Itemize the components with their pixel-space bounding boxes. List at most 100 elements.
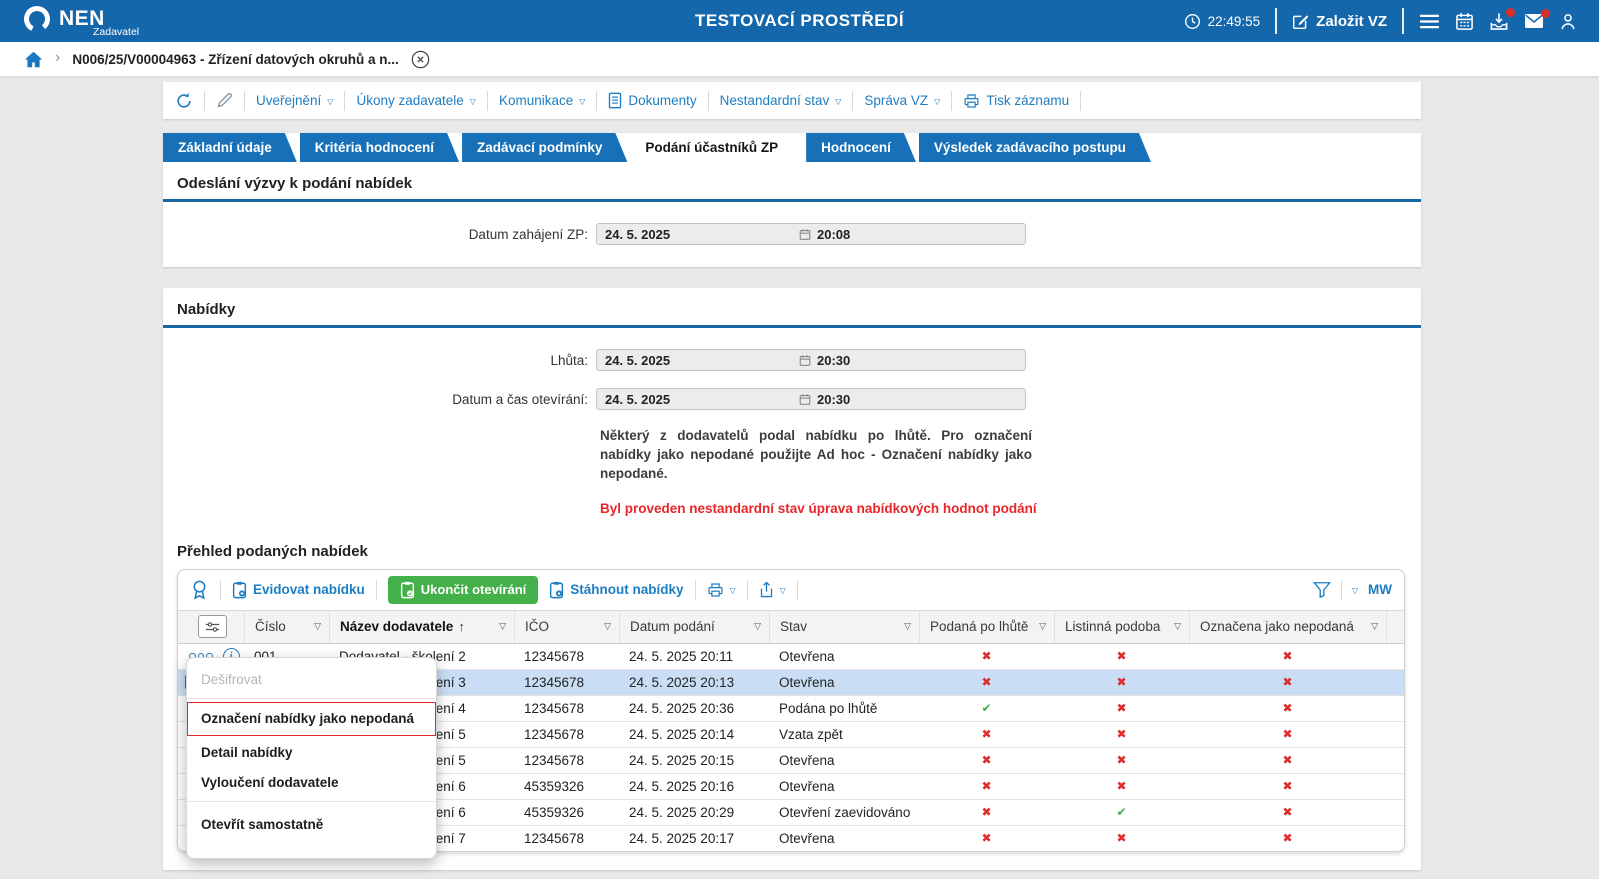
filter-icon[interactable] [1312,581,1331,599]
menu-item-otevrit-samostatne[interactable]: Otevřít samostatně [201,817,324,832]
export-menu-button[interactable]: ▽ [759,581,786,598]
cell-marked-flag: ✖ [1282,779,1293,794]
session-clock: 22:49:55 [1184,13,1261,30]
tab[interactable]: Kritéria hodnocení [300,133,459,162]
column-header-stav[interactable]: Stav ▽ [769,610,919,643]
menu-dokumenty[interactable]: Dokumenty [608,92,697,109]
pencil-icon[interactable] [216,92,233,109]
filter-caret-icon[interactable]: ▽ [904,621,911,632]
cell-late-flag: ✖ [981,805,992,820]
menu-divider [187,698,436,699]
cell-marked-flag: ✖ [1282,675,1293,690]
column-header-cislo[interactable]: Číslo ▽ [244,610,329,643]
breadcrumb: › N006/25/V00004963 - Zřízení datových o… [0,42,1599,76]
divider [244,90,245,111]
column-header-filler [1386,610,1404,643]
cell-paper-flag: ✖ [1116,675,1127,690]
filter-caret-icon[interactable]: ▽ [1174,621,1181,632]
nonstandard-state-alert: Byl proveden nestandardní stav úprava na… [600,500,1037,516]
divider [486,90,488,111]
filter-caret-icon[interactable]: ▽ [754,621,761,632]
divider [746,579,748,600]
tab[interactable]: Podání účastníků ZP [630,133,803,162]
cell-marked-flag: ✖ [1282,805,1293,820]
messages-button[interactable] [1524,9,1550,29]
cell-ico: 12345678 [524,700,585,716]
cell-status: Otevřena [779,674,835,690]
divider [1080,90,1082,111]
calendar-icon [1456,12,1473,30]
field-label: Datum a čas otevírání: [452,391,588,407]
cell-ico: 12345678 [524,674,585,690]
print-menu-button[interactable]: ▽ [707,582,736,598]
clipboard-check-icon [400,581,414,599]
filter-caret-icon[interactable]: ▽ [314,621,321,632]
start-datetime-input[interactable]: 24. 5. 2025 20:08 [596,223,1026,245]
user-view-tag[interactable]: MW [1368,582,1392,598]
cell-late-flag: ✖ [981,753,992,768]
nen-logo[interactable]: NEN Zadavatel [22,4,139,38]
tab[interactable]: Hodnocení [806,133,916,162]
cell-submitted: 24. 5. 2025 20:13 [629,674,735,690]
menu-sprava-vz[interactable]: Správa VZ ▽ [864,93,941,108]
divider [344,90,346,111]
tab[interactable]: Zadávací podmínky [462,133,627,162]
column-header-oznacena-jako-nepodana[interactable]: Označena jako nepodaná ▽ [1189,610,1386,643]
download-offers-button[interactable]: Stáhnout nabídky [549,581,684,599]
register-offer-button[interactable]: Evidovat nabídku [232,581,365,599]
main-menu-button[interactable] [1419,14,1440,29]
column-settings-icon[interactable] [197,615,227,639]
filter-caret-icon[interactable]: ▽ [1371,621,1378,632]
deadline-datetime-input[interactable]: 24. 5. 2025 20:30 [596,349,1026,371]
column-header-datum-podani[interactable]: Datum podání ▽ [619,610,769,643]
filter-caret-icon[interactable]: ▽ [499,621,506,632]
clipboard-plus-icon [232,581,247,599]
nen-logo-icon [24,6,50,33]
session-time: 22:49:55 [1207,13,1261,29]
menu-item-detail-nabidky[interactable]: Detail nabídky [201,745,293,760]
chevron-down-icon[interactable]: ▽ [1351,585,1358,595]
filter-caret-icon[interactable]: ▽ [604,621,611,632]
downloads-inbox-button[interactable] [1489,7,1515,31]
menu-item-vylouceni-dodavatele[interactable]: Vyloučení dodavatele [201,775,339,790]
column-header-ico[interactable]: IČO ▽ [514,610,619,643]
column-chooser-cell[interactable] [178,611,244,643]
section-title: Nabídky [177,301,236,318]
breadcrumb-item[interactable]: N006/25/V00004963 - Zřízení datových okr… [72,51,399,67]
menu-item-oznaceni-nabidky-jako-nepodana[interactable]: Označení nabídky jako nepodaná [187,702,436,736]
home-icon[interactable] [24,51,43,68]
chevron-down-icon: ▽ [729,585,736,595]
filter-caret-icon[interactable]: ▽ [1039,621,1046,632]
section-rule [163,199,1421,202]
offers-table-toolbar: Evidovat nabídku Ukončit otevírání [178,570,1404,610]
cell-late-flag: ✖ [981,831,992,846]
column-header-nazev-dodavatele[interactable]: Název dodavatele ↑ ▽ [329,610,514,643]
create-vz-button[interactable]: Založit VZ [1292,13,1387,30]
menu-tisk-zaznamu[interactable]: Tisk záznamu [963,93,1069,109]
late-bid-notice: Některý z dodavatelů podal nabídku po lh… [600,428,1032,481]
opening-datetime-input[interactable]: 24. 5. 2025 20:30 [596,388,1026,410]
user-profile-button[interactable] [1559,12,1577,31]
hamburger-icon [1420,14,1439,28]
cell-marked-flag: ✖ [1282,727,1293,742]
menu-uverejneni[interactable]: Uveřejnění ▽ [256,93,334,108]
menu-komunikace[interactable]: Komunikace ▽ [498,93,586,108]
offers-table-title: Přehled podaných nabídek [177,542,368,560]
menu-nestandardni-stav[interactable]: Nestandardní stav ▽ [719,93,842,108]
close-tab-icon[interactable] [411,50,430,69]
tab[interactable]: Výsledek zadávacího postupu [919,133,1151,162]
divider [375,579,377,600]
menu-ukony-zadavatele[interactable]: Úkony zadavatele ▽ [356,93,476,108]
finish-opening-button[interactable]: Ukončit otevírání [387,575,539,604]
tab[interactable]: Základní údaje [163,133,297,162]
calendar-button[interactable] [1455,12,1474,31]
column-header-podana-po-lhute[interactable]: Podaná po lhůtě ▽ [919,610,1054,643]
notification-badge [1541,9,1550,18]
document-icon [609,92,622,109]
app-name: NEN [59,7,105,31]
section-invitation: Odeslání výzvy k podání nabídek Datum za… [163,162,1421,267]
column-header-listinna-podoba[interactable]: Listinná podoba ▽ [1054,610,1189,643]
refresh-icon[interactable] [175,92,193,110]
award-icon[interactable] [190,579,209,600]
clipboard-download-icon [550,581,564,599]
